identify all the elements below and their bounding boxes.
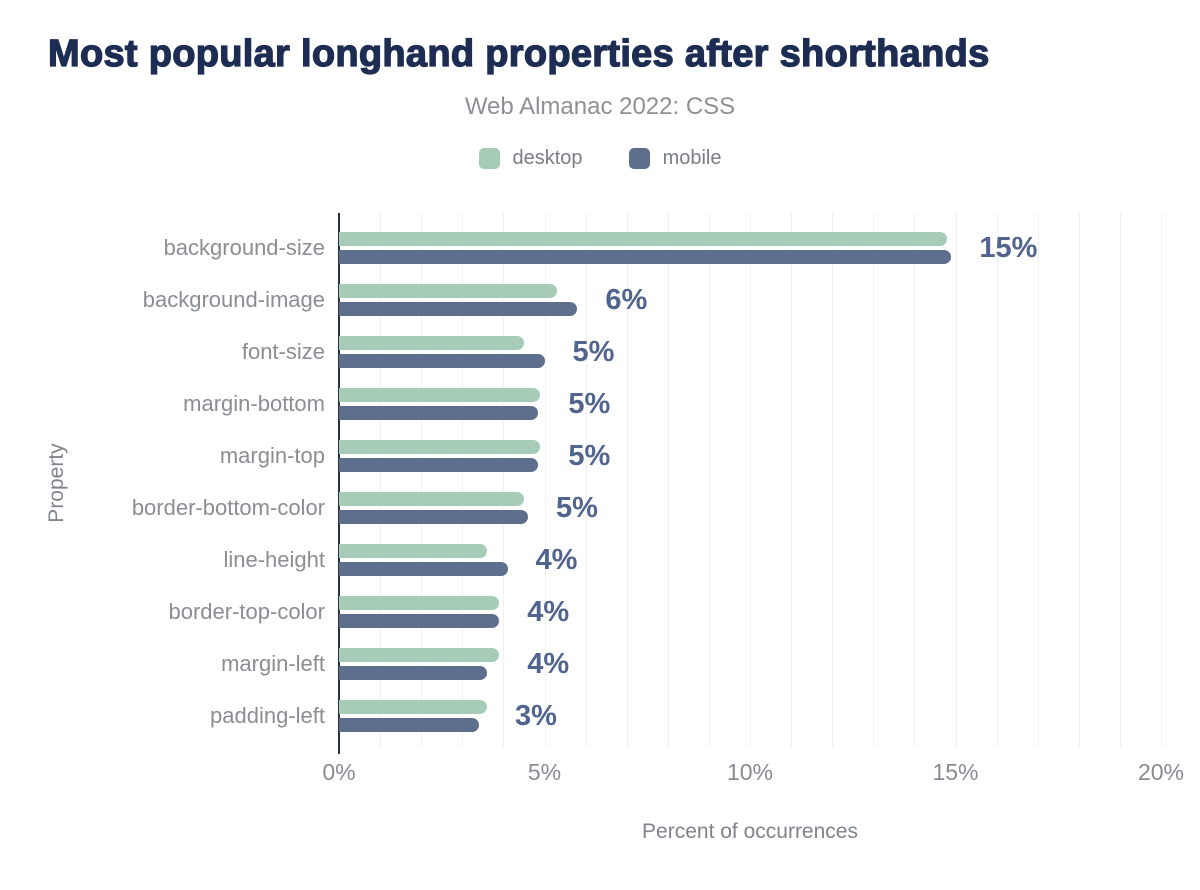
bar-mobile-margin-left [339,666,487,680]
chart-title: Most popular longhand properties after s… [47,32,990,75]
legend: desktop mobile [0,147,1200,170]
bar-mobile-border-top-color [339,614,500,628]
gridline [1161,213,1162,747]
bar-desktop-margin-left [339,648,500,662]
y-axis-title: Property [45,443,68,523]
legend-item-mobile: mobile [628,147,722,170]
bar-desktop-line-height [339,544,487,558]
bar-value-label: 5% [556,492,598,524]
gridline [667,213,669,747]
category-label: border-bottom-color [131,495,325,520]
legend-label-desktop: desktop [512,147,583,169]
gridline [914,213,916,747]
bar-mobile-margin-bottom [339,406,539,420]
gridline [1119,213,1121,747]
x-tick-label: 15% [932,759,979,785]
legend-item-desktop: desktop [478,147,583,170]
bar-desktop-padding-left [339,700,487,714]
chart-subtitle: Web Almanac 2022: CSS [464,93,736,120]
bar-value-label: 5% [568,388,611,420]
bar-desktop-background-image [339,284,557,298]
gridline [708,213,710,747]
gridline [421,213,423,747]
bar-value-label: 4% [527,648,570,680]
bar-mobile-background-size [339,250,952,264]
bar-value-label: 5% [568,440,611,472]
legend-swatch-mobile [628,148,650,169]
gridline [955,213,957,747]
category-label: margin-bottom [183,391,325,416]
bar-mobile-line-height [339,562,508,576]
gridline [585,213,587,747]
legend-label-mobile: mobile [662,147,722,169]
bar-mobile-padding-left [339,718,479,732]
x-tick-label: 0% [322,759,356,785]
bar-value-label: 4% [527,596,570,628]
x-tick-label: 20% [1137,759,1185,785]
category-label: font-size [241,339,325,364]
category-label: margin-top [219,443,325,468]
bar-mobile-background-image [339,302,578,316]
bar-mobile-margin-top [339,458,539,472]
category-label: background-image [142,287,325,312]
gridline [832,213,834,747]
gridline [380,213,382,747]
gridline [462,213,464,747]
category-label: margin-left [221,651,325,676]
bar-desktop-margin-bottom [339,388,541,402]
bar-desktop-border-top-color [339,596,500,610]
gridline [1037,213,1039,747]
bar-value-label: 3% [514,700,557,732]
category-label: line-height [223,547,325,572]
bar-desktop-margin-top [339,440,541,454]
x-axis-title: Percent of occurrences [642,820,858,843]
gridline [626,213,628,747]
bar-value-label: 4% [535,544,578,576]
bar-value-label: 6% [605,284,648,316]
bar-mobile-font-size [339,354,545,368]
y-axis-line [338,213,340,754]
category-label: background-size [163,235,325,260]
bar-desktop-font-size [339,336,524,350]
gridline [1078,213,1080,747]
gridline [750,213,751,747]
gridline [503,213,505,747]
category-label: border-top-color [168,599,325,624]
x-tick-label: 10% [726,759,774,785]
bar-value-label: 15% [979,232,1038,264]
gridline [544,213,546,747]
bar-value-label: 5% [572,336,615,368]
bar-desktop-background-size [339,232,948,246]
gridline [996,213,998,747]
gridline [873,213,875,747]
bar-desktop-border-bottom-color [339,492,524,506]
gridline [791,213,793,747]
legend-swatch-desktop [478,148,500,169]
category-label: padding-left [210,703,325,728]
bar-mobile-border-bottom-color [339,510,529,524]
x-tick-label: 5% [527,759,562,785]
